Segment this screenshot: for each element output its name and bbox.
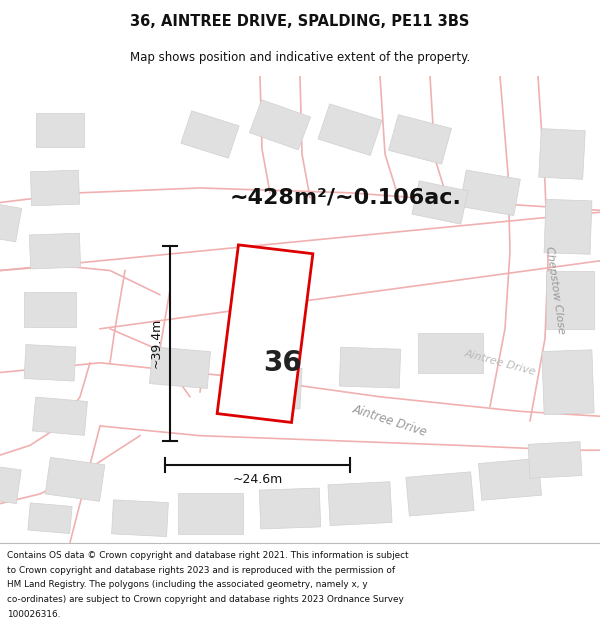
Polygon shape (460, 170, 520, 216)
Polygon shape (31, 170, 80, 206)
Polygon shape (36, 112, 84, 147)
Text: Contains OS data © Crown copyright and database right 2021. This information is : Contains OS data © Crown copyright and d… (7, 551, 409, 560)
Text: Aintree Drive: Aintree Drive (351, 403, 429, 439)
Text: Map shows position and indicative extent of the property.: Map shows position and indicative extent… (130, 51, 470, 64)
Polygon shape (406, 472, 474, 516)
Polygon shape (112, 500, 169, 537)
Text: 36, AINTREE DRIVE, SPALDING, PE11 3BS: 36, AINTREE DRIVE, SPALDING, PE11 3BS (130, 14, 470, 29)
Polygon shape (29, 233, 80, 269)
Text: Aintree Drive: Aintree Drive (463, 348, 537, 378)
Text: co-ordinates) are subject to Crown copyright and database rights 2023 Ordnance S: co-ordinates) are subject to Crown copyr… (7, 595, 404, 604)
Text: ~428m²/~0.106ac.: ~428m²/~0.106ac. (230, 188, 462, 208)
Polygon shape (328, 482, 392, 526)
Polygon shape (217, 245, 313, 422)
Polygon shape (24, 292, 76, 327)
Polygon shape (0, 202, 22, 242)
Polygon shape (178, 493, 242, 534)
Polygon shape (340, 348, 401, 388)
Text: 36: 36 (263, 349, 302, 377)
Text: to Crown copyright and database rights 2023 and is reproduced with the permissio: to Crown copyright and database rights 2… (7, 566, 395, 574)
Polygon shape (250, 100, 311, 150)
Text: ~24.6m: ~24.6m (232, 473, 283, 486)
Text: 100026316.: 100026316. (7, 610, 61, 619)
Text: HM Land Registry. The polygons (including the associated geometry, namely x, y: HM Land Registry. The polygons (includin… (7, 581, 368, 589)
Polygon shape (539, 129, 585, 179)
Polygon shape (546, 271, 594, 329)
Polygon shape (32, 397, 88, 436)
Polygon shape (28, 503, 72, 534)
Polygon shape (24, 344, 76, 381)
Polygon shape (412, 181, 468, 224)
Polygon shape (45, 458, 105, 501)
Polygon shape (478, 458, 542, 500)
Polygon shape (528, 442, 582, 478)
Polygon shape (389, 114, 451, 164)
Text: ~39.4m: ~39.4m (149, 318, 163, 369)
Polygon shape (542, 350, 594, 414)
Polygon shape (544, 199, 592, 254)
Polygon shape (149, 347, 211, 389)
Polygon shape (0, 465, 21, 504)
Polygon shape (181, 111, 239, 158)
Polygon shape (259, 488, 320, 529)
Text: Chepstow Close: Chepstow Close (544, 246, 566, 334)
Polygon shape (318, 104, 382, 156)
Polygon shape (418, 332, 482, 374)
Polygon shape (238, 365, 302, 409)
